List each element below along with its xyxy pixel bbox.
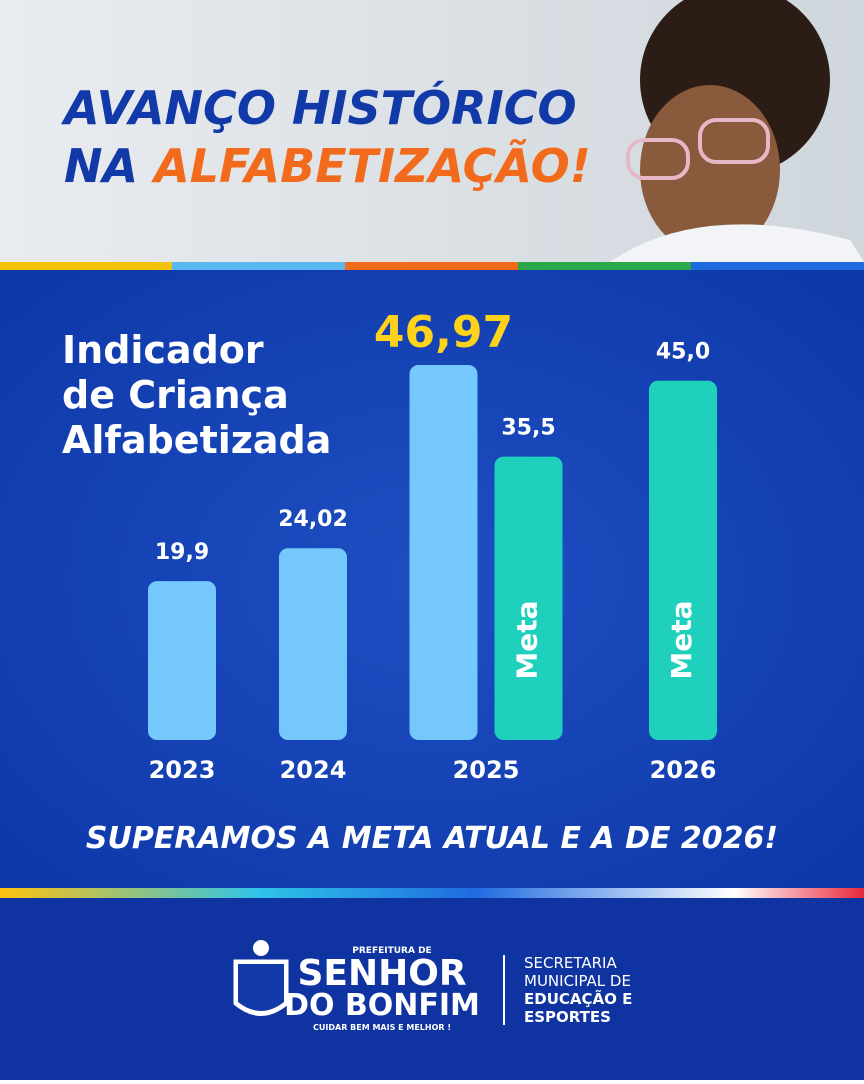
logo-text: CUIDAR BEM MAIS E MELHOR ! (313, 1023, 451, 1032)
headline: AVANÇO HISTÓRICO (61, 81, 577, 135)
chart-title: de Criança (62, 373, 289, 417)
chart-title: Indicador (62, 328, 264, 372)
department: EDUCAÇÃO E (524, 989, 632, 1008)
value-label: 45,0 (656, 340, 710, 365)
bar (494, 456, 563, 740)
bar-label: Meta (511, 600, 544, 679)
logo-text: SENHOR (297, 953, 466, 994)
value-label: 19,9 (155, 540, 209, 565)
bar (279, 548, 347, 740)
bar (409, 365, 478, 740)
x-tick-label: 2026 (650, 756, 717, 784)
x-tick-label: 2023 (149, 756, 216, 784)
headline: NA ALFABETIZAÇÃO! (64, 139, 591, 193)
bar (148, 581, 216, 740)
footer-bg (0, 898, 864, 1080)
bars: 19,9 2023 24,02 2024 46,97 35,5 Meta 2025 45,0 Me… (148, 307, 717, 784)
bar (649, 380, 717, 740)
department: ESPORTES (524, 1008, 611, 1026)
color-stripe (0, 262, 864, 270)
value-label: 35,5 (501, 416, 555, 441)
headline-part: ALFABETIZAÇÃO! (151, 139, 591, 193)
photo (610, 0, 864, 262)
logo-text: DO BONFIM (284, 988, 480, 1023)
chart-title: Alfabetizada (62, 418, 331, 462)
value-label: 46,97 (374, 307, 513, 358)
value-label: 24,02 (278, 507, 348, 532)
message: SUPERAMOS A META ATUAL E A DE 2026! (86, 821, 778, 856)
gradient-stripe (0, 888, 864, 898)
bar-label: Meta (665, 600, 698, 679)
x-tick-label: 2025 (453, 756, 520, 784)
headline-part: NA (64, 139, 138, 193)
logo-text: PREFEITURA DE (352, 946, 431, 956)
x-tick-label: 2024 (280, 756, 347, 784)
department: SECRETARIA (524, 954, 617, 972)
department: MUNICIPAL DE (524, 972, 631, 990)
logo (230, 940, 292, 1019)
